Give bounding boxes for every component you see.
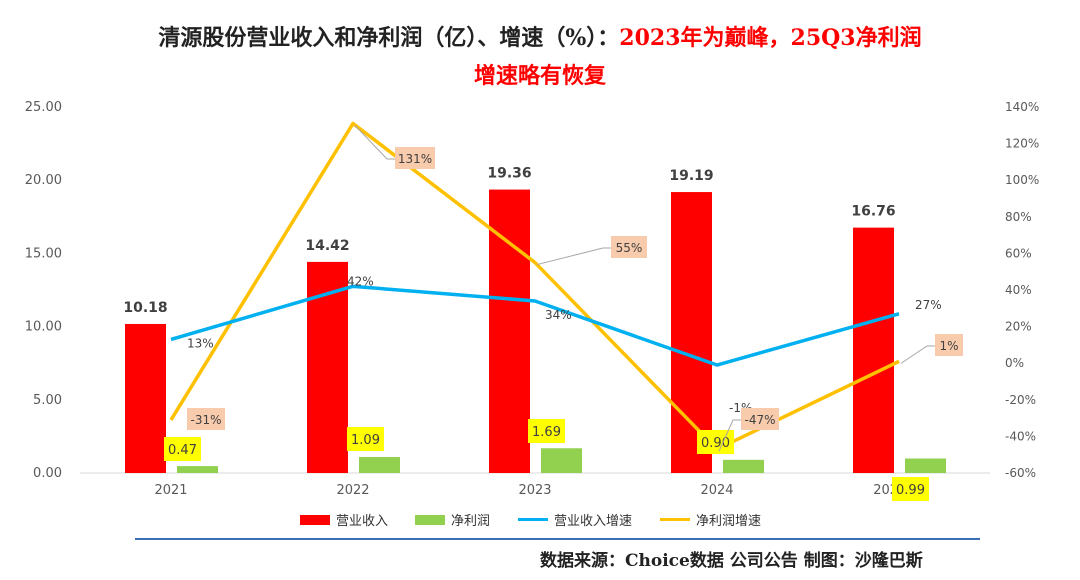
right-axis-tick-label: 100%: [1005, 173, 1039, 187]
data-label-box-profit-growth: [611, 236, 647, 258]
legend-label-revenue-growth: 营业收入增速: [554, 514, 633, 529]
legend-swatch-revenue-growth: [518, 518, 548, 521]
data-label-profit-growth: -31%: [190, 413, 221, 427]
data-label-box-profit-growth: [187, 408, 225, 430]
legend-label-profit-growth: 净利润增速: [696, 514, 762, 529]
legend: 营业收入 净利润 营业收入增速 净利润增速: [0, 510, 1080, 530]
line-revenue-growth: [170, 284, 900, 367]
right-axis-tick-label: -60%: [1005, 466, 1036, 480]
leader-line-profit-growth: [536, 247, 611, 266]
right-axis-tick-label: 140%: [1005, 100, 1039, 114]
data-label-net-profit: 0.47: [168, 443, 197, 458]
leader-line-profit-growth: [718, 419, 741, 452]
data-label-box-profit-growth: [741, 408, 779, 430]
right-axis-tick-label: 80%: [1005, 210, 1032, 224]
left-axis-tick-label: 10.00: [25, 320, 62, 335]
leader-line-profit-growth: [900, 345, 935, 364]
source-note: 数据来源：Choice数据 公司公告 制图：沙隆巴斯: [540, 551, 923, 571]
bar-net-profit: [177, 466, 218, 473]
bar-revenue: [671, 192, 712, 473]
bar-net-profit: [723, 459, 764, 473]
data-label-revenue: 19.19: [669, 168, 713, 184]
data-label-revenue: 10.18: [123, 300, 167, 316]
data-label-box-net-profit: [164, 437, 201, 461]
data-label-revenue-growth: 27%: [915, 298, 942, 312]
data-label-profit-growth: 55%: [616, 241, 643, 255]
data-label-profit-growth: 1%: [939, 339, 958, 353]
bar-net-profit: [359, 457, 400, 473]
legend-swatch-profit-growth: [660, 518, 690, 521]
bar-net-profit: [541, 448, 582, 473]
legend-label-revenue: 营业收入: [336, 514, 389, 529]
legend-item-net-profit: 净利润: [415, 510, 490, 529]
bar-revenue: [853, 227, 894, 473]
data-label-revenue-growth: 42%: [347, 274, 374, 288]
data-label-net-profit: 0.90: [701, 436, 730, 451]
legend-item-profit-growth: 净利润增速: [660, 510, 761, 529]
x-axis-tick-label: 2024: [700, 483, 733, 498]
right-axis-tick-label: -20%: [1005, 393, 1036, 407]
left-axis-tick-label: 15.00: [25, 246, 62, 261]
left-axis-tick-label: 5.00: [33, 393, 62, 408]
left-axis-tick-label: 0.00: [33, 466, 62, 481]
x-axis-tick-label: 2022: [336, 483, 369, 498]
legend-item-revenue-growth: 营业收入增速: [518, 510, 632, 529]
data-label-revenue-growth: 13%: [187, 336, 214, 350]
right-axis-tick-label: 40%: [1005, 283, 1032, 297]
line-profit-growth: [169, 121, 900, 451]
data-label-revenue: 19.36: [487, 166, 531, 182]
data-label-revenue: 16.76: [851, 204, 895, 220]
data-label-box-profit-growth: [395, 147, 435, 169]
bar-revenue: [125, 323, 166, 473]
data-label-box-net-profit: [697, 430, 734, 454]
data-label-net-profit: 1.69: [532, 425, 561, 440]
right-axis-tick-label: 20%: [1005, 320, 1032, 334]
left-axis-tick-label: 20.00: [25, 173, 62, 188]
title-part-red: 2023年为巅峰，25Q3净利润: [619, 25, 922, 51]
data-label-profit-growth: 131%: [398, 152, 432, 166]
x-axis-tick-label: 2023: [518, 483, 551, 498]
x-axis-tick-label: 2021: [154, 483, 187, 498]
legend-swatch-net-profit: [415, 514, 445, 525]
left-axis-tick-label: 25.00: [25, 100, 62, 115]
right-axis-tick-label: -40%: [1005, 429, 1036, 443]
data-label-box-profit-growth: [935, 334, 963, 356]
bar-revenue: [489, 189, 530, 474]
leader-line-profit-growth: [354, 125, 395, 160]
right-axis-tick-label: 120%: [1005, 137, 1039, 151]
bar-net-profit: [905, 458, 946, 473]
data-label-revenue-growth: 34%: [545, 308, 572, 322]
chart-subtitle: 增速略有恢复: [473, 63, 606, 89]
data-label-revenue: 14.42: [305, 238, 349, 254]
data-label-box-net-profit: [528, 419, 565, 443]
chart-title: 清源股份营业收入和净利润（亿）、增速（%）：2023年为巅峰，25Q3净利润: [0, 20, 1080, 52]
data-label-box-net-profit: [892, 477, 929, 501]
legend-swatch-revenue: [300, 514, 330, 525]
data-label-net-profit: 1.09: [351, 433, 380, 448]
right-axis-tick-label: 0%: [1005, 356, 1024, 370]
title-part-black: 清源股份营业收入和净利润（亿）、增速（%）：: [158, 25, 620, 51]
right-axis-tick-label: 60%: [1005, 246, 1032, 260]
data-label-net-profit: 0.99: [896, 483, 925, 498]
legend-item-revenue: 营业收入: [300, 510, 388, 529]
footer-divider: [135, 538, 980, 540]
data-label-profit-growth: -47%: [744, 413, 775, 427]
legend-label-net-profit: 净利润: [451, 514, 491, 529]
data-label-box-net-profit: [347, 427, 384, 451]
